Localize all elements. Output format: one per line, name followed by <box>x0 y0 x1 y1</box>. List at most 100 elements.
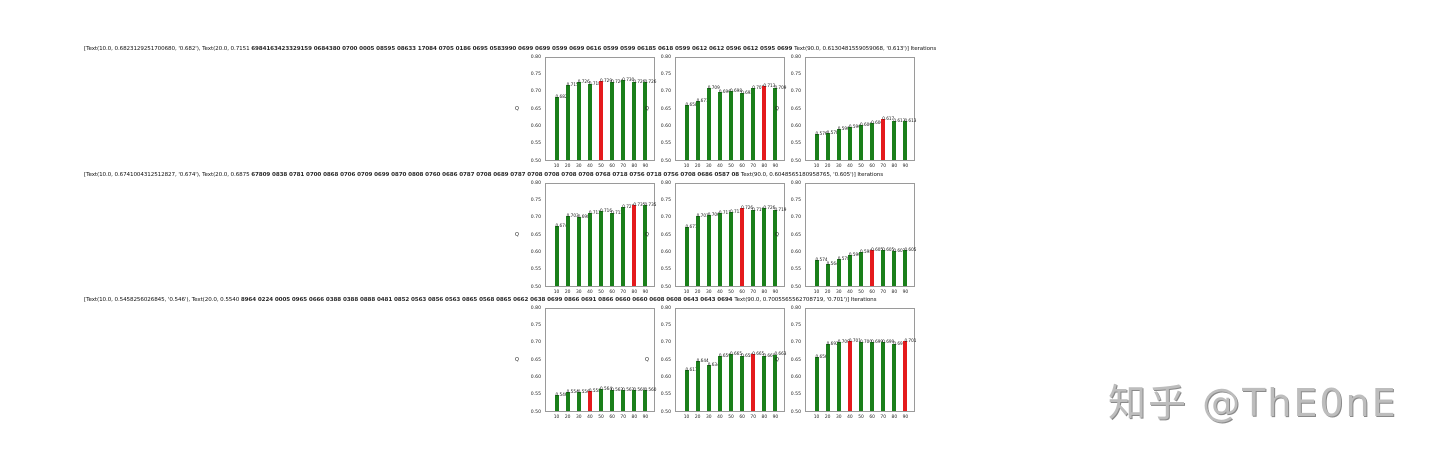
bar-chart-r1c1: 0.682 10 0.715 20 0.726 30 0.718 40 0.729 50 0.726… <box>545 57 656 169</box>
bar-value-label: 0.560 <box>644 387 657 393</box>
y-tick-label: 0.50 <box>790 158 801 164</box>
bar-value-label: 0.712 <box>611 209 624 215</box>
row-title-overlap: 67809 0838 0781 0700 0868 0706 0709 0699… <box>251 172 741 178</box>
bar <box>729 212 733 286</box>
x-tick-label: 60 <box>739 164 745 169</box>
x-tick-label: 70 <box>880 164 887 169</box>
bar <box>825 344 830 411</box>
y-tick-label: 0.80 <box>790 305 801 311</box>
x-tick-label: 30 <box>835 415 842 420</box>
bar <box>554 395 559 411</box>
x-tick-label: 60 <box>869 164 875 169</box>
x-tick-label: 70 <box>750 290 757 295</box>
bar <box>836 128 841 160</box>
x-tick-label: 20 <box>824 290 831 295</box>
bar-value-label: 0.546 <box>555 392 568 398</box>
y-tick-label: 0.75 <box>790 197 801 203</box>
y-tick-label: 0.70 <box>530 89 541 95</box>
bar <box>881 119 886 160</box>
x-tick-label: 60 <box>739 415 745 420</box>
y-axis-label: Q <box>515 232 519 238</box>
bar <box>814 260 819 286</box>
x-tick-label: 30 <box>575 290 582 295</box>
x-tick-label: 50 <box>598 415 604 420</box>
bar-value-label: 0.613 <box>893 117 906 123</box>
bar-value-label: 0.660 <box>763 352 776 358</box>
x-tick-label: 40 <box>587 415 593 420</box>
row-title: [Text(10.0, 0.6823129251700680, '0.682')… <box>84 45 1374 53</box>
bar-value-label: 0.564 <box>826 260 839 266</box>
bar <box>903 341 908 411</box>
bar <box>621 389 626 411</box>
bar-value-label: 0.703 <box>566 212 579 218</box>
bar <box>836 258 841 286</box>
bar-chart-r2c3: 0.574 10 0.564 20 0.578 30 0.590 40 0.598 50 0.605… <box>805 183 916 295</box>
bar-value-label: 0.656 <box>815 353 828 359</box>
x-tick-label: 30 <box>575 164 582 169</box>
bar <box>695 216 700 286</box>
x-tick-label: 60 <box>609 164 615 169</box>
x-tick-label: 90 <box>772 164 779 169</box>
bar-value-label: 0.558 <box>588 387 601 393</box>
bar-value-label: 0.735 <box>633 201 646 207</box>
bar-chart-r1c2: 0.658 10 0.671 20 0.709 30 0.696 40 0.698 50 0.692… <box>675 57 787 169</box>
bar <box>751 88 756 160</box>
bar <box>762 86 767 160</box>
y-tick-label: 0.50 <box>660 158 671 164</box>
x-tick-label: 60 <box>869 415 875 420</box>
bar-value-label: 0.564 <box>600 385 612 391</box>
x-tick-label: 80 <box>631 164 638 169</box>
y-tick-label: 0.65 <box>790 106 801 112</box>
bar <box>740 356 745 411</box>
x-tick-label: 40 <box>847 164 853 169</box>
row-title-overlap: 6984163423329159 0684380 0700 0005 08595… <box>251 46 795 52</box>
y-tick-label: 0.70 <box>530 340 541 346</box>
bar-value-label: 0.709 <box>774 84 787 90</box>
y-tick-label: 0.55 <box>660 392 671 398</box>
x-tick-label: 80 <box>631 290 638 295</box>
bar <box>684 105 689 160</box>
x-tick-label: 20 <box>824 415 831 420</box>
bar <box>599 388 603 411</box>
x-tick-label: 80 <box>891 164 898 169</box>
x-tick-label: 70 <box>620 164 627 169</box>
y-tick-label: 0.50 <box>530 409 541 415</box>
y-tick-label: 0.70 <box>790 215 801 221</box>
x-tick-label: 90 <box>642 290 649 295</box>
y-tick-label: 0.55 <box>790 392 801 398</box>
y-tick-label: 0.80 <box>530 305 541 311</box>
bar <box>881 342 886 411</box>
bar-value-label: 0.674 <box>555 222 568 228</box>
y-tick-label: 0.55 <box>660 141 671 147</box>
bar-value-label: 0.682 <box>555 93 568 99</box>
y-tick-label: 0.70 <box>660 215 671 221</box>
x-tick-label: 80 <box>761 164 768 169</box>
bar-value-label: 0.692 <box>826 341 839 347</box>
x-tick-label: 10 <box>683 290 690 295</box>
x-tick-label: 20 <box>694 164 701 169</box>
bar-value-label: 0.600 <box>860 122 872 128</box>
x-tick-label: 80 <box>761 290 768 295</box>
x-tick-label: 10 <box>553 164 560 169</box>
bar-value-label: 0.715 <box>566 82 579 88</box>
y-tick-label: 0.60 <box>790 123 801 129</box>
bar-value-label: 0.590 <box>848 251 861 257</box>
y-tick-label: 0.55 <box>790 141 801 147</box>
x-tick-label: 70 <box>620 290 627 295</box>
y-tick-label: 0.80 <box>790 180 801 186</box>
bar <box>576 81 581 160</box>
x-tick-label: 30 <box>835 164 842 169</box>
y-tick-label: 0.75 <box>530 71 541 77</box>
x-tick-label: 70 <box>750 164 757 169</box>
bar-value-label: 0.658 <box>685 102 698 108</box>
y-tick-label: 0.75 <box>530 197 541 203</box>
bar-value-label: 0.644 <box>696 358 709 364</box>
y-axis-label: Q <box>775 106 779 112</box>
x-tick-label: 20 <box>564 415 571 420</box>
bar-value-label: 0.578 <box>826 129 839 135</box>
x-tick-label: 60 <box>609 415 615 420</box>
x-tick-label: 40 <box>847 290 853 295</box>
bar <box>859 125 863 160</box>
x-tick-label: 20 <box>694 415 701 420</box>
x-tick-label: 30 <box>705 290 712 295</box>
